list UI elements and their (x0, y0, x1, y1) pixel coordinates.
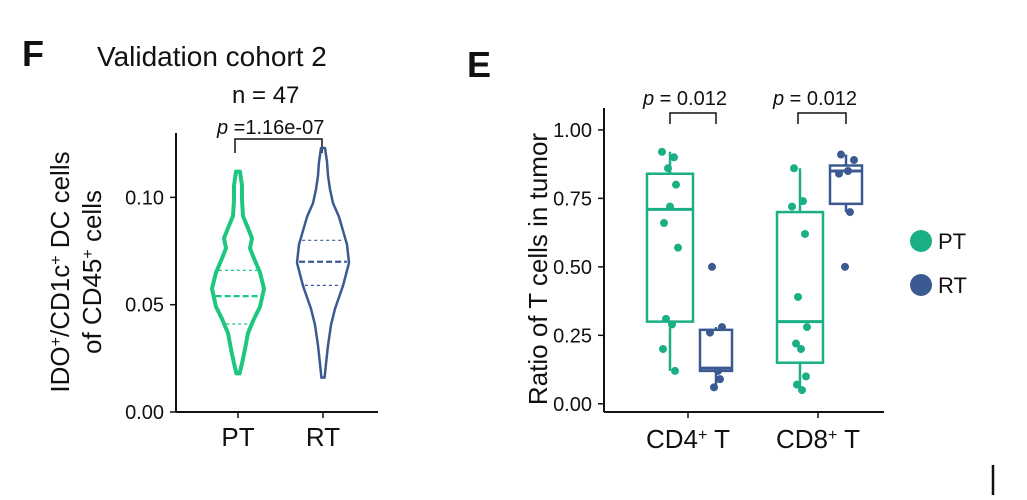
box-y-tick-label: 1.00 (553, 120, 592, 142)
box-point-rt-cd8 (844, 166, 852, 175)
violin-y-ticks: 0.00 0.05 0.10 (125, 187, 176, 424)
pvalue-p: p (772, 88, 784, 110)
violin-x-tick-label: RT (306, 422, 340, 452)
violin-rt (295, 146, 351, 379)
box-rt-cd4 (698, 328, 734, 373)
box-point-pt-cd4 (658, 147, 666, 156)
panel-letter-e: E (467, 44, 491, 85)
box-point-pt-cd4 (662, 314, 670, 323)
box-pt-cd8 (775, 210, 825, 364)
ylabel-sup: + (48, 337, 65, 346)
legend-label-rt: RT (938, 273, 967, 298)
box-point-rt-cd4 (714, 366, 722, 375)
box-y-tick-label: 0.75 (553, 188, 592, 210)
box-point-pt-cd4 (671, 366, 679, 375)
pvalue-value: = 0.012 (784, 88, 857, 110)
box-point-pt-cd4 (666, 202, 674, 211)
box-pvalue-cd8: p = 0.012 (772, 88, 857, 110)
violin-pvalue-value: =1.16e-07 (228, 117, 324, 139)
violin-pt (210, 169, 266, 376)
legend-label-pt: PT (938, 229, 966, 254)
box-point-rt-cd4 (710, 383, 718, 392)
box-y-tick-label: 0.00 (553, 394, 592, 416)
box-pt-cd4 (645, 172, 695, 323)
box-point-pt-cd8 (794, 292, 802, 301)
ylabel-sup: + (48, 255, 65, 264)
box-plots (645, 147, 864, 395)
box-point-pt-cd8 (801, 229, 809, 238)
legend-swatch-pt (910, 230, 932, 252)
box-point-rt-cd8 (837, 150, 845, 159)
box-point-rt-cd8 (850, 156, 858, 165)
box-y-label: Ratio of T cells in tumor (523, 133, 553, 405)
box-x-ticks: CD4+ T CD8+ T (646, 412, 860, 454)
box-point-pt-cd8 (803, 323, 811, 332)
box-point-pt-cd8 (793, 380, 801, 389)
box-y-ticks: 0.00 0.25 0.50 0.75 1.00 (553, 120, 604, 416)
box-point-pt-cd8 (802, 372, 810, 381)
box-y-tick-label: 0.25 (553, 325, 592, 347)
box-pvalue-cd4: p = 0.012 (642, 88, 727, 110)
legend-swatch-rt (910, 274, 932, 296)
box-point-rt-cd4 (718, 323, 726, 332)
box-point-pt-cd4 (664, 164, 672, 173)
box-point-rt-cd8 (841, 262, 849, 271)
box-point-pt-cd8 (799, 197, 807, 206)
ylabel-sup: + (80, 249, 97, 258)
ylabel-part: of CD45 (77, 259, 107, 354)
violin-y-tick-label: 0.05 (125, 295, 164, 317)
violin-x-tick-label: PT (221, 422, 254, 452)
ylabel-part: IDO (45, 346, 75, 392)
box-legend: PT RT (910, 229, 967, 298)
ylabel-part: DC cells (45, 151, 75, 255)
ylabel-part: cells (77, 190, 107, 249)
box-point-pt-cd8 (792, 339, 800, 348)
violin-x-ticks: PT RT (221, 412, 340, 452)
box-point-pt-cd4 (674, 243, 682, 252)
box-point-pt-cd8 (788, 202, 796, 211)
panel-letter-f: F (22, 33, 44, 74)
box-y-tick-label: 0.50 (553, 257, 592, 279)
violin-y-label-line2: of CD45+ cells (77, 190, 107, 354)
box-point-pt-cd8 (790, 164, 798, 173)
panel-e: E Ratio of T cells in tumor p = 0.012 p … (467, 44, 967, 454)
violin-title: Validation cohort 2 (97, 41, 327, 72)
box-x-tick-label: CD8+ T (776, 424, 860, 454)
panel-f: F Validation cohort 2 n = 47 p =1.16e-07… (22, 33, 378, 452)
violin-y-tick-label: 0.00 (125, 402, 164, 424)
box-point-pt-cd4 (670, 153, 678, 162)
box-point-pt-cd4 (668, 320, 676, 329)
violin-y-tick-label: 0.10 (125, 187, 164, 209)
box-point-rt-cd4 (706, 328, 714, 337)
violin-pvalue: p =1.16e-07 (216, 117, 324, 139)
ylabel-part: /CD1c (45, 265, 75, 337)
violin-subtitle: n = 47 (232, 82, 299, 109)
box-x-tick-label: CD4+ T (646, 424, 730, 454)
box-point-rt-cd4 (716, 375, 724, 384)
box-point-rt-cd8 (835, 169, 843, 178)
box-point-rt-cd8 (846, 208, 854, 217)
violin-pvalue-p: p (216, 117, 228, 139)
violin-y-label-line1: IDO+/CD1c+ DC cells (45, 151, 75, 392)
box-point-pt-cd8 (798, 386, 806, 395)
box-bracket-cd8 (797, 112, 847, 124)
box-point-pt-cd4 (659, 345, 667, 354)
box-point-pt-cd4 (660, 219, 668, 228)
pvalue-value: = 0.012 (654, 88, 727, 110)
pvalue-p: p (642, 88, 654, 110)
violin-pvalue-bracket (234, 138, 323, 153)
violin-shapes (210, 146, 351, 379)
box-bracket-cd4 (669, 112, 717, 124)
box-point-pt-cd4 (672, 180, 680, 189)
box-point-rt-cd4 (708, 262, 716, 271)
box-point-pt-cd8 (797, 345, 805, 354)
